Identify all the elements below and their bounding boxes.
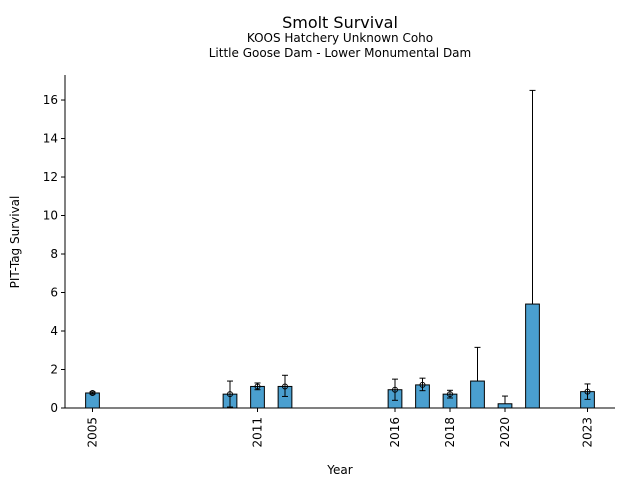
point-2005 [89,389,96,396]
bar-2020 [497,403,513,409]
bar-2019 [470,380,485,409]
point-2012 [282,383,288,390]
y-tick-label: 8 [50,247,58,261]
plot-area: 0 2 4 6 8 10 12 14 16 2005 2011 2016 2018 2020 2023 [43,75,615,448]
x-tick-label: 2018 [443,417,457,448]
bar-2021 [525,303,540,409]
x-ticks: 2005 2011 2016 2018 2020 2023 [86,408,595,448]
x-tick-label: 2023 [581,417,595,448]
y-tick-label: 2 [50,363,58,377]
point-2010 [227,391,233,398]
point-2016 [392,386,398,393]
point-2011 [254,383,261,390]
y-axis-label: PIT-Tag Survival [8,196,22,289]
y-tick-label: 14 [43,132,58,146]
y-tick-label: 12 [43,170,58,184]
y-tick-label: 6 [50,286,58,300]
x-tick-label: 2020 [498,417,512,448]
point-2017 [419,381,426,388]
chart-subtitle-line-2: Little Goose Dam - Lower Monumental Dam [209,46,471,60]
x-tick-label: 2016 [388,417,402,448]
chart-subtitle-line-1: KOOS Hatchery Unknown Coho [247,31,433,45]
y-tick-label: 0 [50,401,58,415]
bars [85,89,595,409]
y-ticks: 0 2 4 6 8 10 12 14 16 [43,93,65,415]
x-axis-label: Year [326,463,352,477]
y-tick-label: 16 [43,93,58,107]
point-2023 [584,388,591,395]
point-2018 [447,391,453,398]
x-tick-label: 2011 [251,417,265,448]
chart-title: Smolt Survival [282,13,398,32]
y-tick-label: 4 [50,324,58,338]
y-tick-label: 10 [43,209,58,223]
x-tick-label: 2005 [86,417,100,448]
